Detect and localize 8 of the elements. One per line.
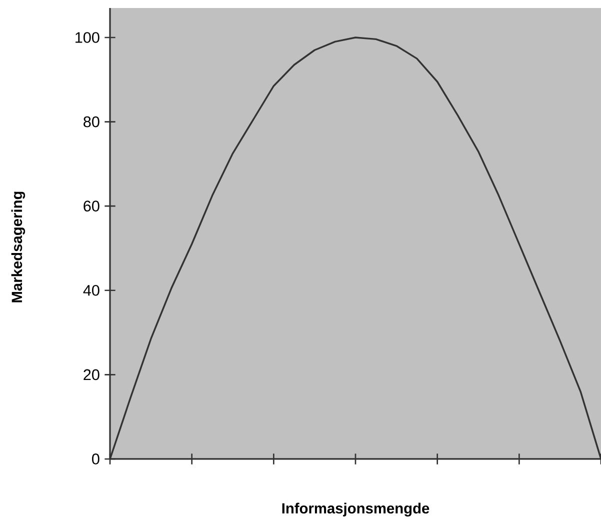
y-tick-label: 0 xyxy=(92,454,100,464)
y-axis-title: Markedsagering xyxy=(11,192,26,302)
y-tick-label: 40 xyxy=(83,284,100,296)
y-tick-label: 60 xyxy=(84,200,100,212)
x-axis-title: Informasjonsmengde xyxy=(282,502,430,517)
y-tick-label: 100 xyxy=(76,32,100,43)
y-tick-label: 20 xyxy=(84,369,100,380)
y-tick-label: 80 xyxy=(84,116,100,128)
